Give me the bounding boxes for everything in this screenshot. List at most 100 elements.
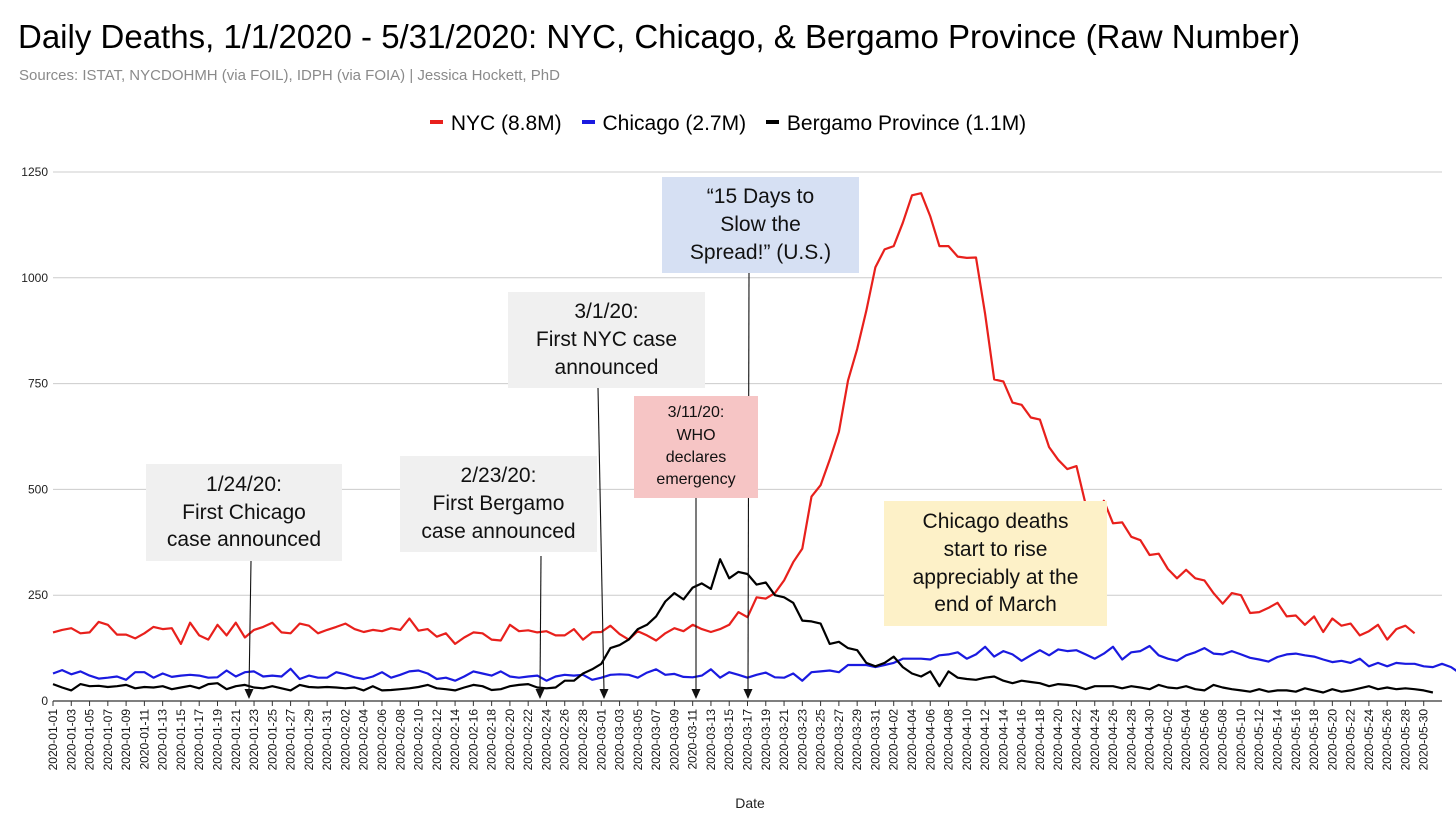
legend-swatch-chicago xyxy=(581,120,595,125)
x-axis: 2020-01-01 2020-01-03 2020-01-05 2020-01-07… xyxy=(46,701,1431,770)
arrow-who-head xyxy=(691,689,701,699)
x-tick-label: 2020-01-21 xyxy=(229,709,243,771)
series-lines xyxy=(52,192,1456,694)
y-tick-label: 1250 xyxy=(21,165,48,179)
x-tick-label: 2020-03-19 xyxy=(759,709,773,771)
legend-swatch-nyc xyxy=(429,120,443,125)
x-tick-label: 2020-04-30 xyxy=(1143,709,1157,771)
y-tick-label: 500 xyxy=(28,482,48,496)
x-tick-label: 2020-04-02 xyxy=(887,709,901,771)
legend-item-bergamo[interactable]: Bergamo Province (1.1M) xyxy=(765,112,1026,136)
x-tick-label: 2020-05-12 xyxy=(1252,709,1266,771)
series-line-bergamo xyxy=(52,558,1434,694)
annotation-line: First NYC case xyxy=(535,328,678,352)
x-tick-label: 2020-05-22 xyxy=(1344,709,1358,771)
annotation-first-nyc-case: 3/1/20: First NYC case announced xyxy=(508,292,705,388)
x-tick-label: 2020-01-13 xyxy=(156,709,170,771)
x-tick-label: 2020-02-20 xyxy=(503,709,517,771)
x-tick-label: 2020-04-08 xyxy=(942,709,956,771)
y-tick-label: 1000 xyxy=(21,271,48,285)
annotation-who-emergency: 3/11/20: WHO declares emergency xyxy=(634,396,758,498)
annotation-line: announced xyxy=(554,355,659,379)
arrow-bergamo xyxy=(539,555,542,692)
x-tick-label: 2020-03-09 xyxy=(667,709,681,771)
x-tick-label: 2020-03-07 xyxy=(649,709,663,771)
y-axis: 0 250 500 750 1000 1250 xyxy=(21,165,48,708)
annotation-line: case announced xyxy=(166,528,322,552)
x-tick-label: 2020-02-16 xyxy=(466,709,480,771)
annotation-line: start to rise xyxy=(943,537,1048,561)
x-tick-label: 2020-05-16 xyxy=(1289,709,1303,771)
x-tick-label: 2020-05-06 xyxy=(1197,709,1211,771)
x-tick-label: 2020-04-14 xyxy=(996,709,1010,771)
x-tick-label: 2020-05-30 xyxy=(1417,709,1431,771)
x-tick-label: 2020-04-18 xyxy=(1033,709,1047,771)
annotation-first-bergamo-case: 2/23/20: First Bergamo case announced xyxy=(400,456,597,552)
x-tick-label: 2020-05-26 xyxy=(1380,709,1394,771)
annotation-line: emergency xyxy=(656,471,736,489)
arrow-chicago xyxy=(248,560,252,692)
x-tick-label: 2020-03-21 xyxy=(777,709,791,771)
x-tick-label: 2020-05-08 xyxy=(1216,709,1230,771)
x-tick-label: 2020-01-07 xyxy=(101,709,115,771)
y-tick-label: 250 xyxy=(28,588,48,602)
x-tick-label: 2020-05-02 xyxy=(1161,709,1175,771)
legend-swatch-bergamo xyxy=(765,120,779,125)
x-tick-label: 2020-01-25 xyxy=(265,709,279,771)
arrow-bergamo-head xyxy=(535,689,545,699)
x-tick-label: 2020-05-28 xyxy=(1398,709,1412,771)
y-tick-label: 750 xyxy=(28,377,48,391)
x-tick-label: 2020-01-23 xyxy=(247,709,261,771)
x-tick-label: 2020-03-01 xyxy=(594,709,608,771)
series-line-chicago xyxy=(52,644,1456,682)
x-tick-label: 2020-04-06 xyxy=(923,709,937,771)
legend: NYC (8.8M) Chicago (2.7M) Bergamo Provin… xyxy=(0,112,1456,136)
annotation-15-days: “15 Days to Slow the Spread!” (U.S.) xyxy=(662,177,859,273)
x-tick-label: 2020-01-17 xyxy=(192,709,206,771)
annotation-line: First Chicago xyxy=(182,500,306,524)
legend-item-nyc[interactable]: NYC (8.8M) xyxy=(429,112,562,136)
x-tick-label: 2020-03-29 xyxy=(850,709,864,771)
x-tick-label: 2020-05-18 xyxy=(1307,709,1321,771)
x-tick-label: 2020-03-11 xyxy=(686,709,700,770)
annotation-line: end of March xyxy=(934,593,1057,617)
x-tick-label: 2020-02-28 xyxy=(576,709,590,771)
x-tick-label: 2020-04-04 xyxy=(905,709,919,771)
x-tick-label: 2020-04-24 xyxy=(1088,709,1102,771)
x-tick-label: 2020-05-20 xyxy=(1325,709,1339,771)
x-tick-label: 2020-02-10 xyxy=(412,709,426,771)
x-tick-label: 2020-04-12 xyxy=(978,709,992,771)
x-tick-label: 2020-05-14 xyxy=(1271,709,1285,771)
arrow-nyc-head xyxy=(599,689,609,699)
annotation-line: case announced xyxy=(421,519,576,543)
annotation-line: 1/24/20: xyxy=(206,472,282,496)
x-tick-label: 2020-02-06 xyxy=(375,709,389,771)
x-tick-label: 2020-04-22 xyxy=(1069,709,1083,771)
legend-label-nyc: NYC (8.8M) xyxy=(450,112,562,135)
x-tick-label: 2020-03-17 xyxy=(741,709,755,771)
annotation-line: declares xyxy=(665,449,727,466)
x-tick-label: 2020-04-10 xyxy=(960,709,974,771)
y-tick-label: 0 xyxy=(41,694,48,708)
x-axis-title: Date xyxy=(735,795,765,811)
x-tick-label: 2020-05-10 xyxy=(1234,709,1248,771)
series-line-nyc xyxy=(52,192,1416,646)
x-tick-label: 2020-04-26 xyxy=(1106,709,1120,771)
arrow-15-days-head xyxy=(743,689,753,699)
chart-subtitle: Sources: ISTAT, NYCDOHMH (via FOIL), IDP… xyxy=(19,67,560,84)
x-tick-label: 2020-03-03 xyxy=(613,709,627,771)
annotation-line: Spread!” (U.S.) xyxy=(689,240,832,264)
x-tick-label: 2020-05-24 xyxy=(1362,709,1376,771)
x-tick-label: 2020-01-11 xyxy=(137,709,151,770)
x-tick-label: 2020-01-27 xyxy=(284,709,298,771)
x-tick-label: 2020-01-03 xyxy=(64,709,78,771)
annotation-line: Slow the xyxy=(720,213,801,237)
annotation-line: appreciably at the xyxy=(912,565,1079,589)
x-tick-label: 2020-03-31 xyxy=(868,709,882,771)
x-tick-label: 2020-02-08 xyxy=(393,709,407,771)
annotation-line: 2/23/20: xyxy=(460,464,537,488)
legend-item-chicago[interactable]: Chicago (2.7M) xyxy=(581,112,746,136)
x-tick-label: 2020-02-04 xyxy=(357,709,371,771)
x-tick-label: 2020-01-01 xyxy=(46,709,60,771)
